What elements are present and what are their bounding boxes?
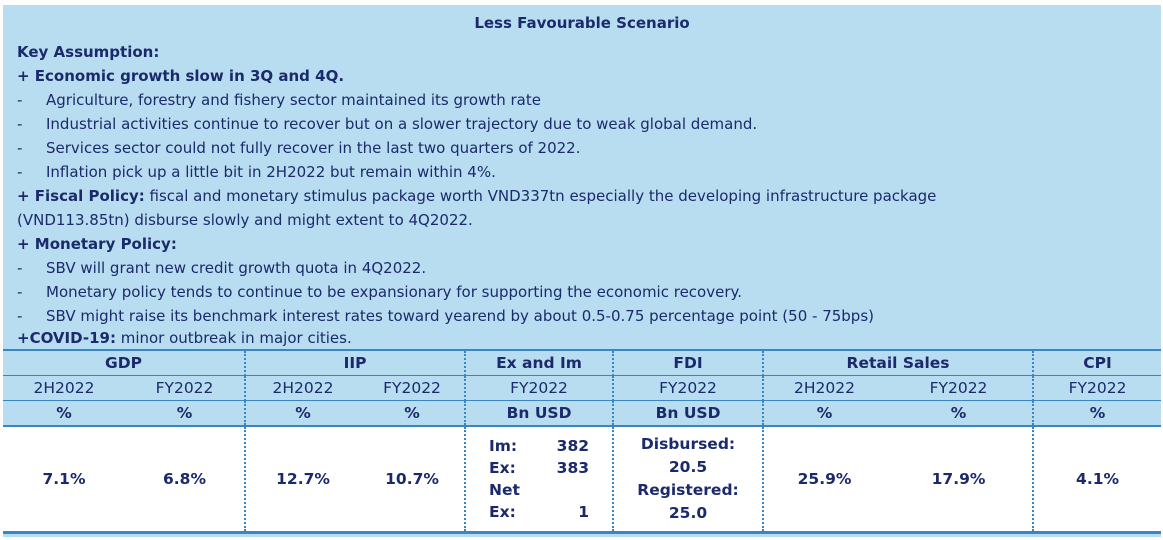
monetary-heading: + Monetary Policy: xyxy=(17,235,177,253)
covid-line: +COVID-19: minor outbreak in major citie… xyxy=(17,329,352,347)
fiscal-policy-text-cont: (VND113.85tn) disburse slowly and might … xyxy=(17,211,473,229)
fdi-registered-value: 25.0 xyxy=(668,504,708,522)
group-iip: IIP xyxy=(244,349,466,376)
unit-cell: % xyxy=(3,400,125,427)
group-exim: Ex and Im xyxy=(464,349,614,376)
fiscal-policy-label: + Fiscal Policy: xyxy=(17,187,145,205)
fdi-registered-label: Registered: xyxy=(637,481,739,499)
period-cell: 2H2022 xyxy=(3,375,125,401)
fdi-disbursed-label: Disbursed: xyxy=(640,435,736,453)
scenario-title: Less Favourable Scenario xyxy=(474,14,690,32)
unit-cell: Bn USD xyxy=(612,400,764,427)
period-cell: FY2022 xyxy=(612,375,764,401)
monetary-bullet: SBV will grant new credit growth quota i… xyxy=(46,259,427,277)
unit-cell: % xyxy=(762,400,886,427)
forecast-table: GDP IIP Ex and Im FDI Retail Sales CPI 2… xyxy=(3,349,1162,534)
retail-2h-value: 25.9% xyxy=(762,426,886,534)
gdp-2h-value: 7.1% xyxy=(3,426,125,534)
bullet-dash: - xyxy=(17,307,23,325)
bullet-dash: - xyxy=(17,91,23,109)
bullet-dash: - xyxy=(17,139,23,157)
period-cell: 2H2022 xyxy=(762,375,886,401)
covid-label: +COVID-19: xyxy=(17,329,116,347)
covid-text: minor outbreak in major cities. xyxy=(115,329,352,347)
group-fdi: FDI xyxy=(612,349,764,376)
table-header-units: % % % % Bn USD Bn USD % % % xyxy=(3,400,1162,427)
fiscal-policy-text: fiscal and monetary stimulus package wor… xyxy=(144,187,937,205)
gdp-fy-value: 6.8% xyxy=(125,426,246,534)
iip-2h-value: 12.7% xyxy=(244,426,361,534)
ex-value: 383 xyxy=(556,459,590,477)
growth-heading: + Economic growth slow in 3Q and 4Q. xyxy=(17,67,345,85)
net-ex-value: 1 xyxy=(578,503,590,521)
period-cell: FY2022 xyxy=(885,375,1034,401)
table-header-groups: GDP IIP Ex and Im FDI Retail Sales CPI xyxy=(3,349,1162,376)
group-gdp: GDP xyxy=(3,349,246,376)
growth-bullet: Agriculture, forestry and fishery sector… xyxy=(46,91,541,109)
scenario-panel: Less Favourable Scenario Key Assumption:… xyxy=(3,5,1162,537)
growth-bullet: Services sector could not fully recover … xyxy=(46,139,581,157)
bullet-dash: - xyxy=(17,163,23,181)
fdi-cell: Disbursed: 20.5 Registered: 25.0 xyxy=(612,426,764,534)
exim-values: Im: 382 Ex: 383 Net Ex: 1 xyxy=(489,435,589,523)
ex-label: Ex: xyxy=(489,459,516,477)
period-cell: FY2022 xyxy=(125,375,246,401)
bullet-dash: - xyxy=(17,115,23,133)
unit-cell: Bn USD xyxy=(464,400,614,427)
im-value: 382 xyxy=(556,437,590,455)
im-label: Im: xyxy=(489,437,518,455)
unit-cell: % xyxy=(360,400,466,427)
period-cell: FY2022 xyxy=(360,375,466,401)
period-cell: FY2022 xyxy=(1032,375,1162,401)
unit-cell: % xyxy=(1032,400,1162,427)
table-row-values: 7.1% 6.8% 12.7% 10.7% Im: 382 Ex: 383 Net … xyxy=(3,426,1162,534)
cpi-fy-value: 4.1% xyxy=(1032,426,1162,534)
fiscal-policy-line: + Fiscal Policy: fiscal and monetary sti… xyxy=(17,187,936,205)
table-header-periods: 2H2022 FY2022 2H2022 FY2022 FY2022 FY202… xyxy=(3,375,1162,401)
monetary-bullet: SBV might raise its benchmark interest r… xyxy=(46,307,874,325)
growth-bullet: Industrial activities continue to recove… xyxy=(46,115,758,133)
period-cell: FY2022 xyxy=(464,375,614,401)
bullet-dash: - xyxy=(17,283,23,301)
unit-cell: % xyxy=(244,400,361,427)
net-ex-label: Net Ex: xyxy=(489,481,520,521)
monetary-bullet: Monetary policy tends to continue to be … xyxy=(46,283,743,301)
group-cpi: CPI xyxy=(1032,349,1162,376)
unit-cell: % xyxy=(885,400,1034,427)
unit-cell: % xyxy=(125,400,246,427)
fdi-disbursed-value: 20.5 xyxy=(668,458,708,476)
bullet-dash: - xyxy=(17,259,23,277)
group-retail-sales: Retail Sales xyxy=(762,349,1034,376)
exim-cell: Im: 382 Ex: 383 Net Ex: 1 xyxy=(464,426,614,534)
key-assumption-heading: Key Assumption: xyxy=(17,43,160,61)
iip-fy-value: 10.7% xyxy=(360,426,466,534)
growth-bullet: Inflation pick up a little bit in 2H2022… xyxy=(46,163,496,181)
period-cell: 2H2022 xyxy=(244,375,361,401)
retail-fy-value: 17.9% xyxy=(885,426,1034,534)
